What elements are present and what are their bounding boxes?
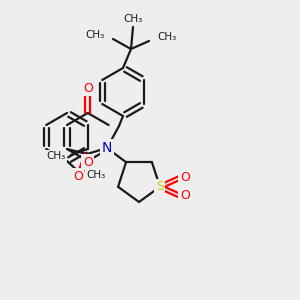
Text: CH₃: CH₃	[86, 30, 105, 40]
Text: O: O	[180, 189, 190, 202]
Text: N: N	[102, 141, 112, 155]
Text: CH₃: CH₃	[157, 32, 176, 42]
Text: CH₃: CH₃	[86, 170, 105, 180]
Text: O: O	[73, 169, 83, 182]
Text: CH₃: CH₃	[46, 151, 66, 161]
Text: S: S	[156, 180, 164, 193]
Text: O: O	[83, 82, 93, 94]
Text: CH₃: CH₃	[123, 14, 142, 24]
Text: O: O	[180, 171, 190, 184]
Text: O: O	[83, 155, 93, 169]
